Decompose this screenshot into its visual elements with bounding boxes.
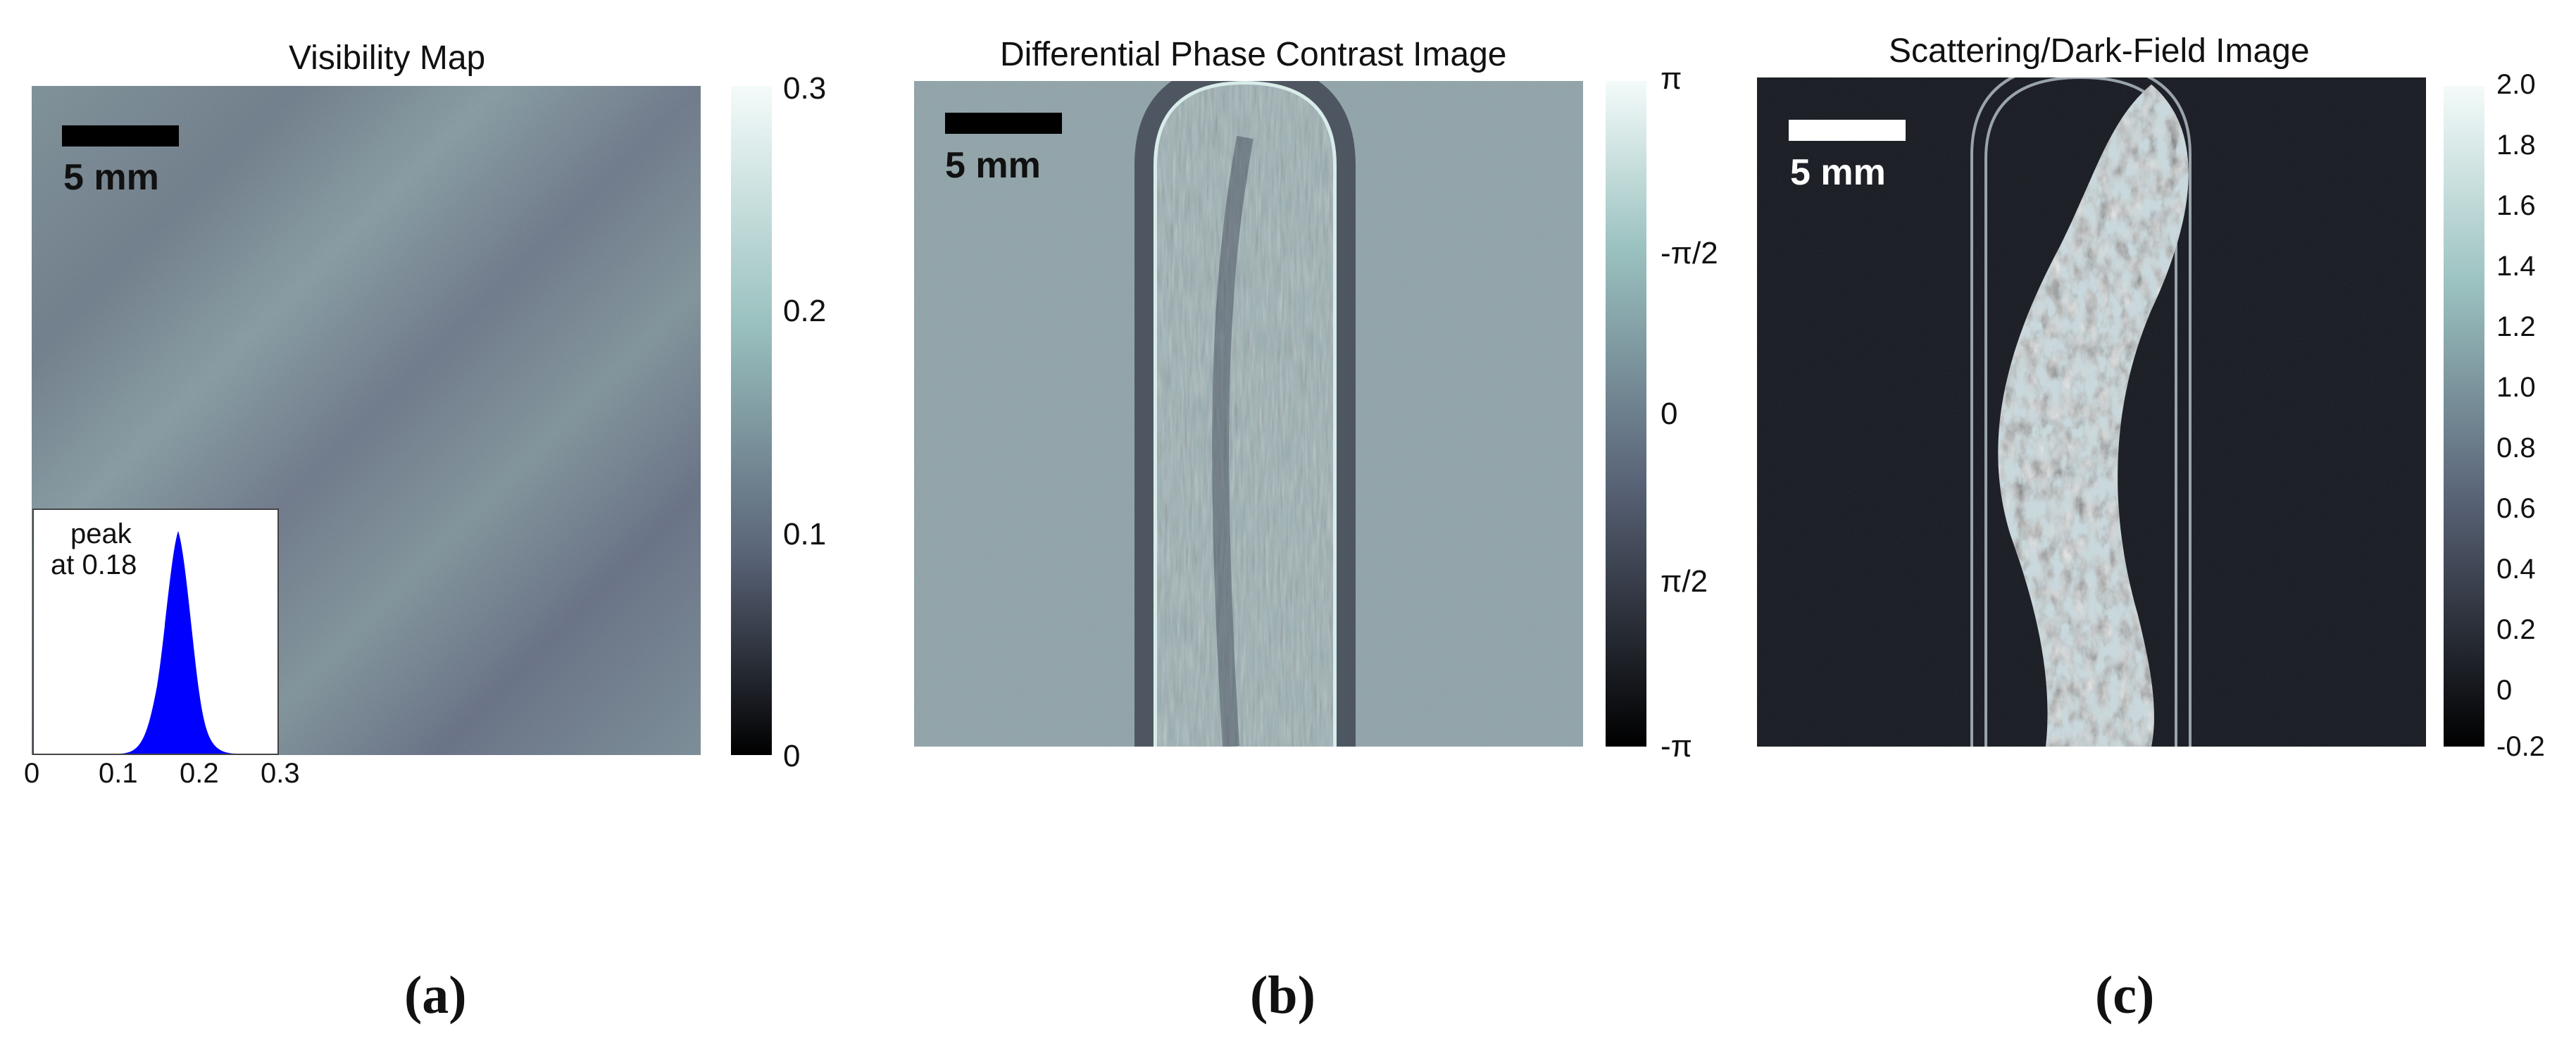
- panel-differential-phase: Differential Phase Contrast Image: [880, 0, 1725, 1041]
- differential-phase-image: [914, 81, 1583, 747]
- colorbar-tick: 1.6: [2496, 190, 2536, 221]
- colorbar-tick: 0: [783, 739, 801, 773]
- colorbar-tick: 0: [2496, 675, 2513, 706]
- inset-label-line2: at 0.18: [51, 549, 137, 580]
- panel-title: Scattering/Dark-Field Image: [1889, 32, 2310, 70]
- scale-bar: [62, 125, 179, 147]
- scale-bar-label: 5 mm: [63, 157, 159, 198]
- colorbar-tick: 0.8: [2496, 432, 2536, 463]
- colorbar-tick: 0.2: [2496, 614, 2536, 645]
- colorbar-tick: -π/2: [1661, 236, 1718, 270]
- colorbar-tick: 0.3: [783, 71, 827, 106]
- panel-title: Differential Phase Contrast Image: [1000, 36, 1507, 73]
- histogram-peak: [118, 531, 238, 754]
- inset-x-tick: 0.1: [99, 758, 138, 789]
- dark-field-image: [1757, 77, 2426, 747]
- colorbar: [1606, 81, 1646, 747]
- colorbar-tick: 0: [1661, 397, 1678, 431]
- colorbar-tick: 0.1: [783, 517, 827, 551]
- colorbar: [2444, 86, 2484, 747]
- scale-bar: [945, 113, 1062, 134]
- inset-label-line1: peak: [70, 518, 132, 549]
- scale-bar: [1789, 120, 1906, 141]
- inset-x-tick: 0.2: [180, 758, 219, 789]
- colorbar-tick: π: [1661, 61, 1682, 96]
- colorbar-tick: 0.6: [2496, 493, 2536, 524]
- scale-bar-label: 5 mm: [1790, 152, 1886, 193]
- colorbar: [731, 86, 772, 755]
- colorbar-tick: π/2: [1661, 564, 1708, 599]
- inset-x-tick: 0: [24, 758, 40, 789]
- colorbar-tick: 1.8: [2496, 130, 2536, 161]
- colorbar-tick: -π: [1661, 729, 1693, 763]
- colorbar-tick: 0.2: [783, 294, 827, 328]
- inset-x-tick: 0.3: [261, 758, 300, 789]
- colorbar-tick: 0.4: [2496, 554, 2536, 585]
- colorbar-tick: 1.2: [2496, 311, 2536, 342]
- panel-visibility-map: Visibility Map: [0, 0, 845, 1041]
- subfigure-label: (b): [1250, 966, 1315, 1025]
- colorbar-tick: 1.4: [2496, 251, 2536, 282]
- histogram-inset: peak at 0.18: [32, 509, 279, 755]
- panel-dark-field: Scattering/Dark-Field Image: [1725, 0, 2576, 1041]
- scale-bar-label: 5 mm: [945, 145, 1041, 186]
- panel-title: Visibility Map: [289, 39, 486, 77]
- colorbar-tick: 2.0: [2496, 69, 2536, 100]
- colorbar-tick: -0.2: [2496, 731, 2545, 762]
- subfigure-label: (c): [2095, 966, 2155, 1025]
- subfigure-label: (a): [404, 966, 467, 1025]
- colorbar-tick: 1.0: [2496, 372, 2536, 403]
